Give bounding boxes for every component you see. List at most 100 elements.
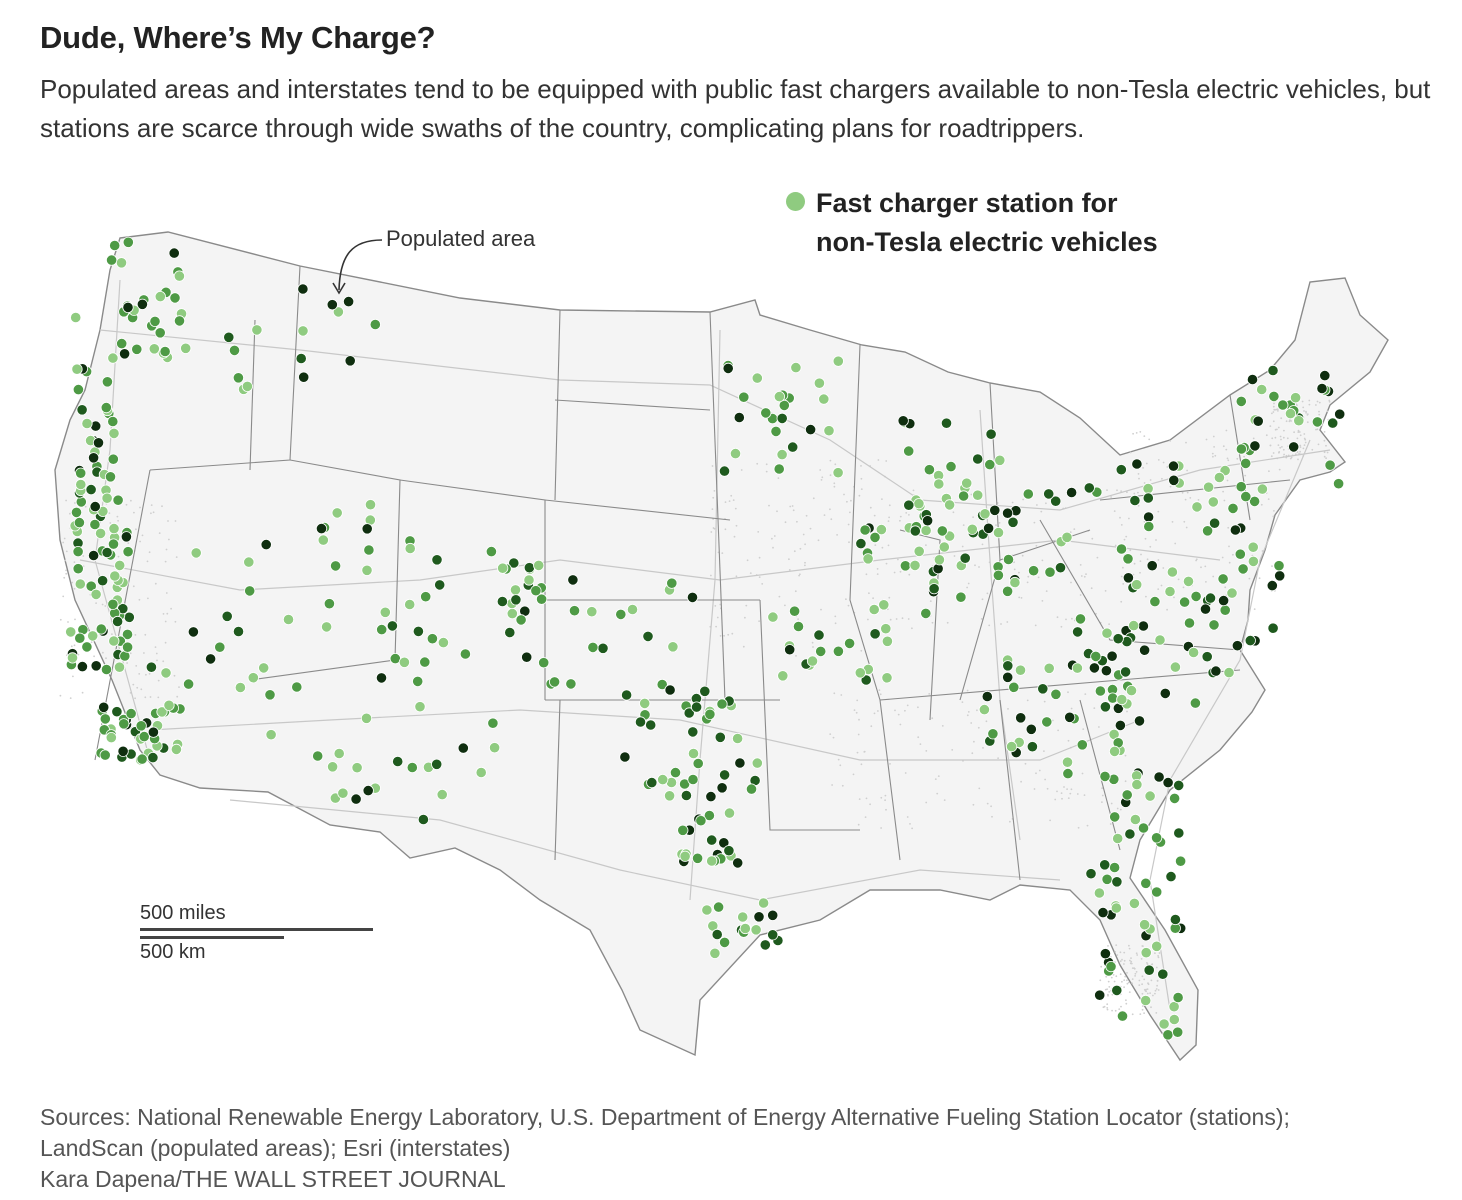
charger-station-dot [183, 678, 195, 690]
charger-station-dot [1101, 627, 1113, 639]
charger-station-dot [533, 559, 545, 572]
charger-station-dot [1288, 441, 1300, 453]
charger-station-dot [1137, 620, 1150, 632]
charger-station-dot [615, 608, 627, 621]
charger-station-dot [1122, 553, 1134, 565]
charger-station-dot [1043, 488, 1055, 500]
charger-station-dot [978, 703, 991, 716]
charger-station-dot [645, 719, 657, 731]
charger-station-dot [99, 749, 111, 761]
charger-station-dot [1002, 660, 1014, 672]
charger-station-dot [1165, 870, 1177, 883]
charger-station-dot [972, 489, 984, 501]
charger-station-dot [173, 270, 185, 282]
charger-station-dot [859, 524, 871, 536]
charger-station-dot [89, 518, 101, 531]
charger-station-dot [701, 904, 713, 916]
charger-station-dot [154, 290, 166, 303]
charger-station-dot [903, 445, 915, 457]
charger-station-dot [122, 546, 134, 558]
charger-station-dot [813, 377, 826, 389]
charger-station-dot [173, 315, 186, 327]
charger-station-dot [1226, 587, 1238, 599]
charger-station-dot [436, 788, 448, 801]
charger-station-dot [933, 478, 945, 490]
charger-station-dot [101, 492, 113, 504]
charger-station-dot [737, 911, 749, 923]
charger-station-dot [1125, 684, 1138, 697]
charger-station-dot [966, 523, 978, 535]
charger-station-dot [1094, 685, 1107, 697]
charger-station-dot [1111, 876, 1123, 888]
charger-station-dot [718, 465, 731, 477]
charger-station-dot [244, 585, 256, 597]
charger-station-dot [228, 344, 241, 356]
charger-station-dot [1158, 1018, 1170, 1030]
charger-station-dot [138, 730, 150, 743]
charger-station-dot [1114, 719, 1127, 732]
charger-station-dot [1182, 575, 1195, 588]
charger-station-dot [729, 447, 742, 460]
charger-station-dot [488, 742, 501, 754]
charger-station-dot [1002, 671, 1014, 683]
charger-station-dot [72, 383, 85, 396]
charger-station-dot [723, 845, 735, 857]
charger-station-dot [412, 675, 424, 688]
charger-station-dot [1208, 619, 1220, 631]
charger-station-dot [398, 656, 410, 668]
charger-station-dot [419, 656, 431, 668]
charger-station-dot [1237, 563, 1249, 575]
charger-station-dot [760, 407, 772, 419]
charger-station-dot [1290, 392, 1302, 404]
charger-station-dot [406, 761, 418, 774]
charger-station-dot [770, 425, 782, 437]
sources-line-2: LandScan (populated areas); Esri (inters… [40, 1135, 511, 1161]
charger-station-dot [1110, 902, 1123, 914]
charger-station-dot [992, 569, 1005, 581]
charger-station-dot [1094, 989, 1106, 1001]
charger-station-dot [1183, 617, 1196, 629]
charger-station-dot [913, 545, 925, 557]
charger-station-dot [344, 355, 356, 367]
charger-station-dot [1334, 408, 1346, 420]
charger-station-dot [108, 522, 120, 535]
charger-station-dot [125, 707, 137, 720]
charger-station-dot [1144, 790, 1156, 802]
scale-km-label: 500 km [140, 941, 206, 963]
charger-station-dot [1268, 390, 1280, 402]
charger-station-dot [1005, 740, 1018, 753]
charger-station-dot [709, 947, 721, 959]
charger-station-dot [1093, 887, 1106, 899]
charger-station-dot [1324, 459, 1336, 471]
charger-station-dot [1169, 792, 1181, 805]
charger-station-dot [1164, 585, 1176, 598]
charger-station-dot [475, 766, 487, 779]
charger-station-dot [417, 813, 429, 826]
charger-station-dot [957, 490, 970, 502]
charger-station-dot [109, 239, 121, 252]
charger-station-dot [1142, 482, 1154, 495]
charger-station-dot [1213, 471, 1226, 484]
charger-station-dot [431, 758, 443, 770]
charger-station-dot [1085, 868, 1097, 880]
charger-station-dot [784, 644, 796, 656]
charger-station-dot [1209, 517, 1221, 529]
charger-station-dot [933, 554, 946, 566]
charger-station-dot [119, 348, 131, 360]
charger-station-dot [136, 753, 148, 765]
charger-station-dot [496, 595, 508, 608]
charger-station-dot [101, 546, 113, 559]
charger-station-dot [1097, 906, 1109, 919]
charger-station-dot [1128, 897, 1141, 910]
charger-station-dot [1090, 650, 1102, 663]
charger-station-dot [567, 574, 579, 586]
charger-station-dot [1162, 1029, 1174, 1041]
charger-station-dot [706, 855, 718, 867]
charger-station-dot [597, 642, 609, 654]
charger-station-dot [1076, 739, 1088, 751]
charger-station-dot [703, 809, 716, 822]
charger-station-dot [1201, 651, 1213, 663]
charger-station-dot [74, 632, 86, 644]
charger-station-dot [120, 531, 133, 543]
charger-station-dot [1074, 613, 1087, 625]
